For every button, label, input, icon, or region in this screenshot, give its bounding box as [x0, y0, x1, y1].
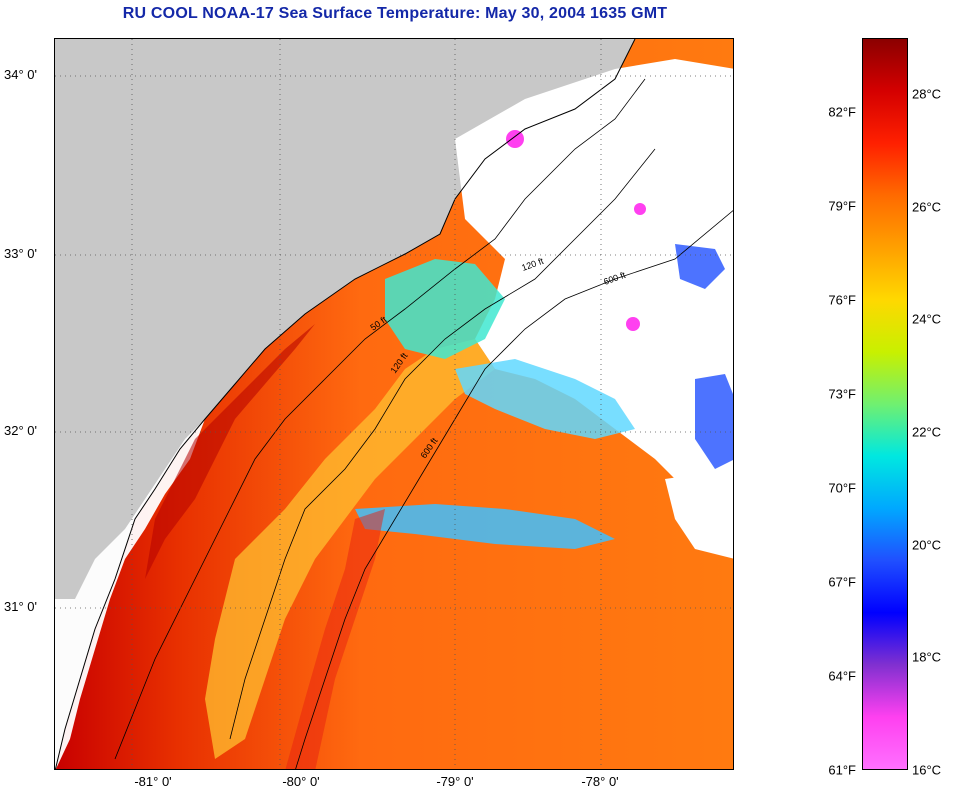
lon-label-78: -78° 0' — [581, 774, 619, 789]
colorbar-label-f: 73°F — [828, 386, 856, 402]
lat-label-33: 33° 0' — [4, 246, 37, 261]
gulf-stream-core — [285, 509, 385, 769]
cold-patch-2 — [675, 244, 725, 289]
sea-surface-temperature-map[interactable]: 50 ft 120 ft 600 ft 120 ft 600 ft — [54, 38, 734, 770]
isobath-50ft — [114, 78, 646, 760]
colorbar-label-c: 16°C — [912, 762, 942, 778]
cold-patch — [695, 374, 733, 469]
cloud-field-north — [455, 59, 733, 509]
cool-filament-mid — [455, 359, 635, 439]
lat-label-34: 34° 0' — [4, 67, 37, 82]
colorbar-label-f: 79°F — [828, 198, 856, 214]
isobath-120ft — [229, 148, 656, 740]
cloud-patch-southeast — [665, 469, 733, 559]
cool-band-east — [355, 504, 615, 549]
magenta-spot — [506, 130, 524, 148]
colorbar-label-c: 20°C — [912, 537, 942, 553]
magenta-spot — [634, 203, 646, 215]
colorbar-label-c: 28°C — [912, 86, 942, 102]
chart-title: RU COOL NOAA-17 Sea Surface Temperature:… — [122, 5, 668, 22]
temperature-colorbar — [862, 38, 908, 770]
colorbar-label-f: 82°F — [828, 104, 856, 120]
lon-label-81: -81° 0' — [134, 774, 172, 789]
graticule — [55, 39, 733, 769]
lon-label-79: -79° 0' — [436, 774, 474, 789]
colorbar-label-f: 70°F — [828, 480, 856, 496]
colorbar-label-f: 76°F — [828, 292, 856, 308]
colorbar-label-c: 22°C — [912, 424, 942, 440]
cool-filament-north — [385, 259, 505, 359]
magenta-spot — [626, 317, 640, 331]
colorbar-label-c: 26°C — [912, 199, 942, 215]
isobath-600ft — [295, 210, 733, 769]
colorbar-label-f: 67°F — [828, 574, 856, 590]
lon-label-80: -80° 0' — [282, 774, 320, 789]
coastline — [55, 39, 636, 769]
lat-label-31: 31° 0' — [4, 599, 37, 614]
lat-label-32: 32° 0' — [4, 423, 37, 438]
colorbar-label-c: 18°C — [912, 649, 942, 665]
land-mass — [55, 39, 635, 769]
colorbar-label-f: 64°F — [828, 668, 856, 684]
map-canvas: 50 ft 120 ft 600 ft 120 ft 600 ft — [55, 39, 733, 769]
colorbar-label-c: 24°C — [912, 311, 942, 327]
colorbar-label-f: 61°F — [828, 762, 856, 778]
